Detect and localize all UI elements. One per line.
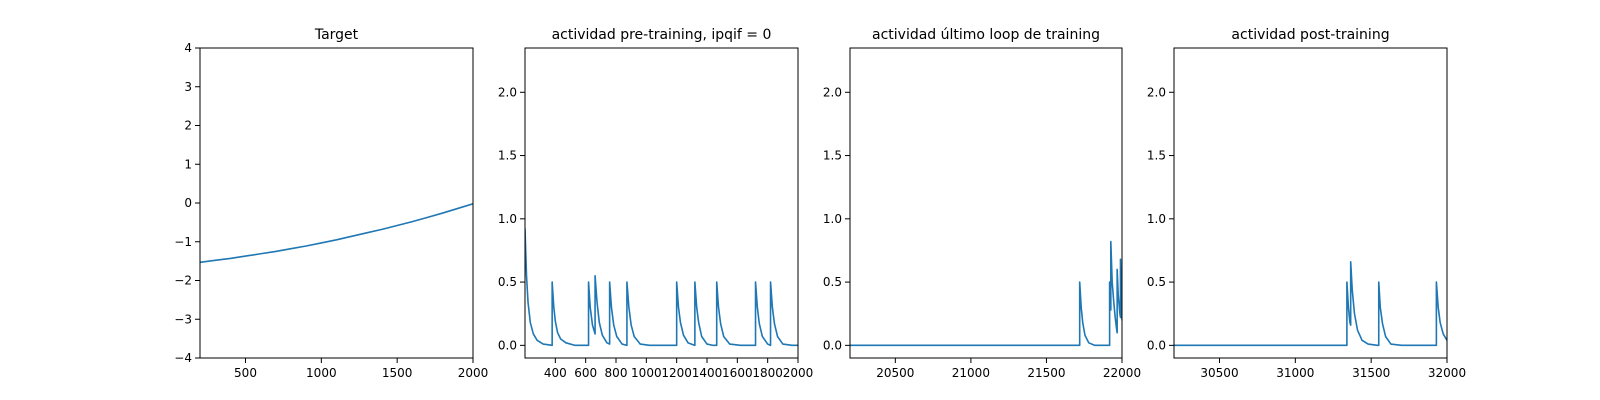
y-tick-label: 0.5	[1147, 275, 1166, 289]
series-line-1	[525, 228, 798, 347]
y-tick-label: 0.0	[498, 338, 517, 352]
chart-title: actividad post-training	[1231, 27, 1389, 43]
chart-panel-1: 500 1000 1500 2000 −4 −3 −2 −1 0 1 2 3 4 Target	[174, 27, 488, 380]
axes-frame	[524, 47, 799, 359]
y-tick-label: 4	[184, 41, 192, 55]
y-tick-label: 2	[184, 119, 192, 133]
x-tick-label: 2000	[783, 366, 814, 380]
x-tick-label: 400	[544, 366, 567, 380]
x-tick-label: 1000	[631, 366, 662, 380]
axes-frame	[199, 47, 474, 359]
y-tick-label: 0.0	[1147, 338, 1166, 352]
series-line-1	[1174, 261, 1447, 347]
y-tick-label: 0.5	[498, 275, 517, 289]
series-line-1	[850, 240, 1122, 347]
y-tick-label: 1	[184, 157, 192, 171]
chart-title: actividad pre-training, ipqif = 0	[552, 27, 772, 43]
y-tick-label: 1.0	[1147, 212, 1166, 226]
x-tick-label: 600	[574, 366, 597, 380]
y-tick-label: 3	[184, 80, 192, 94]
series-line-1	[200, 202, 473, 264]
x-tick-label: 30500	[1200, 366, 1238, 380]
x-tick-label: 32000	[1428, 366, 1466, 380]
axes-frame	[1173, 47, 1448, 359]
y-tick-label: 0.0	[823, 338, 842, 352]
x-tick-label: 500	[234, 366, 257, 380]
y-tick-label: −2	[174, 274, 192, 288]
y-tick-label: 2.0	[823, 85, 842, 99]
x-tick-label: 2000	[458, 366, 489, 380]
y-tick-label: 2.0	[1147, 85, 1166, 99]
chart-title: Target	[314, 27, 359, 43]
y-tick-label: −1	[174, 235, 192, 249]
y-tick-label: −3	[174, 312, 192, 326]
x-tick-label: 31000	[1276, 366, 1314, 380]
chart-title: actividad último loop de training	[872, 27, 1100, 43]
x-tick-label: 1600	[722, 366, 753, 380]
x-tick-label: 31500	[1352, 366, 1390, 380]
chart-panel-4: 30500 31000 31500 32000 0.0 0.5 1.0 1.5 2.0 activ…	[1147, 27, 1466, 380]
y-tick-label: 1.0	[823, 212, 842, 226]
x-tick-label: 21000	[952, 366, 990, 380]
axes-frame	[849, 47, 1123, 359]
y-tick-label: 1.5	[498, 149, 517, 163]
y-tick-label: 0.5	[823, 275, 842, 289]
chart-panel-3: 20500 21000 21500 22000 0.0 0.5 1.0 1.5 2.0 activ…	[823, 27, 1141, 380]
x-tick-label: 800	[605, 366, 628, 380]
y-tick-label: 0	[184, 196, 192, 210]
x-tick-label: 1000	[306, 366, 337, 380]
y-tick-label: 1.5	[1147, 149, 1166, 163]
x-tick-label: 20500	[876, 366, 914, 380]
y-tick-label: 1.0	[498, 212, 517, 226]
x-tick-label: 1400	[692, 366, 723, 380]
x-tick-label: 1800	[752, 366, 783, 380]
x-tick-label: 21500	[1027, 366, 1065, 380]
y-tick-label: −4	[174, 351, 192, 365]
x-tick-label: 1500	[382, 366, 413, 380]
x-tick-label: 22000	[1103, 366, 1141, 380]
x-tick-label: 1200	[661, 366, 692, 380]
chart-panel-2: 400 600 800 1000 1200 1400 1600 1800 2000 0.0 0.5 1…	[498, 27, 813, 380]
y-tick-label: 1.5	[823, 149, 842, 163]
y-tick-label: 2.0	[498, 85, 517, 99]
